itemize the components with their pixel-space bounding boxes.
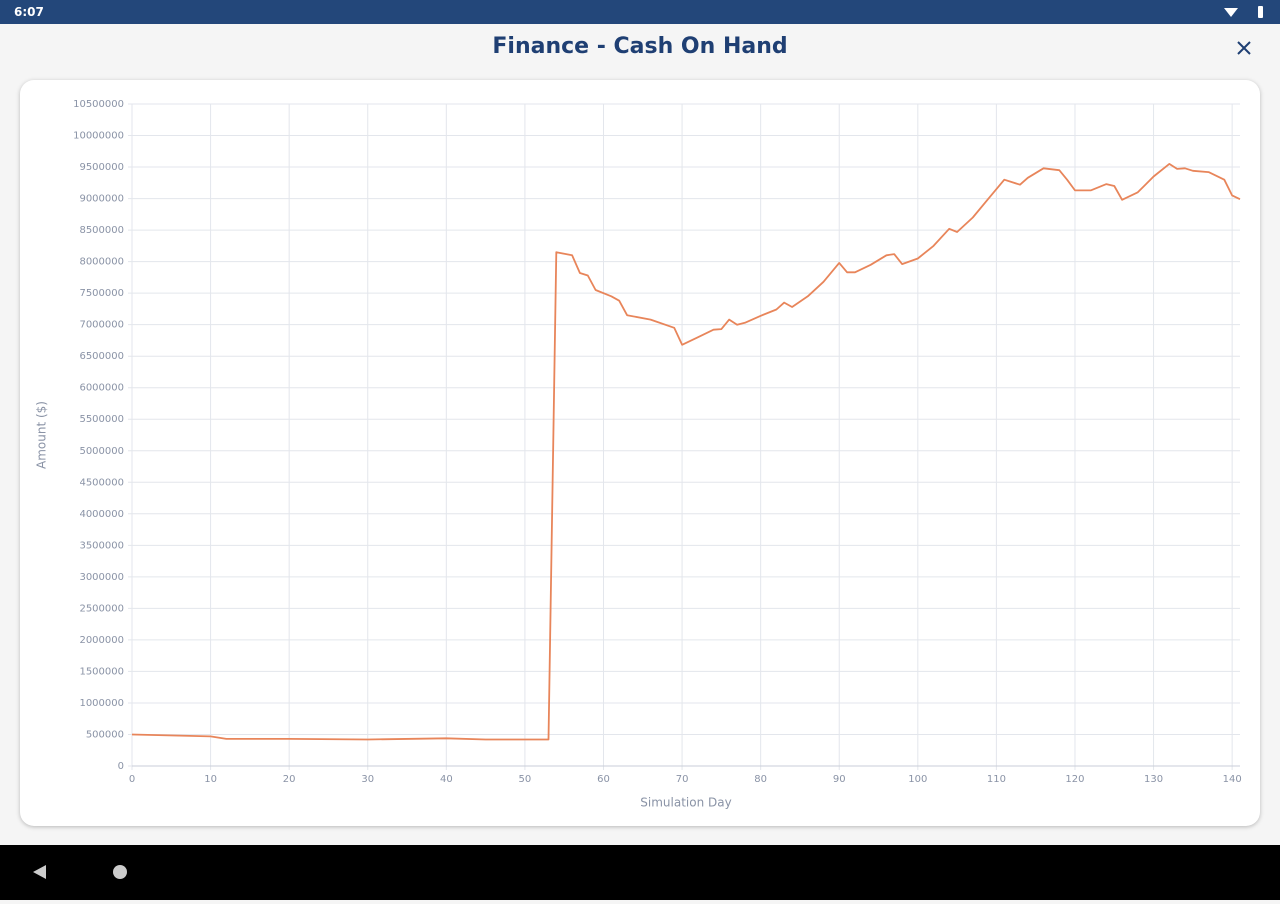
status-time: 6:07 bbox=[14, 5, 44, 19]
x-tick-label: 110 bbox=[987, 774, 1006, 785]
x-tick-label: 50 bbox=[519, 774, 532, 785]
y-tick-label: 0 bbox=[118, 761, 124, 772]
y-tick-label: 5000000 bbox=[79, 446, 124, 457]
x-tick-label: 90 bbox=[833, 774, 846, 785]
data-line bbox=[131, 163, 1241, 741]
y-tick-label: 500000 bbox=[86, 729, 124, 740]
y-tick-label: 6000000 bbox=[79, 383, 124, 394]
x-tick-label: 0 bbox=[129, 774, 135, 785]
navigation-bar bbox=[0, 845, 1280, 900]
nav-buttons bbox=[33, 865, 127, 879]
x-tick-label: 10 bbox=[204, 774, 217, 785]
y-tick-label: 6500000 bbox=[79, 351, 124, 362]
x-tick-label: 140 bbox=[1223, 774, 1242, 785]
page-title: Finance - Cash On Hand bbox=[492, 34, 788, 59]
y-tick-label: 3000000 bbox=[79, 572, 124, 583]
y-tick-label: 10000000 bbox=[73, 131, 124, 142]
y-tick-label: 1500000 bbox=[79, 666, 124, 677]
y-tick-label: 1000000 bbox=[79, 698, 124, 709]
y-tick-label: 3500000 bbox=[79, 540, 124, 551]
x-tick-label: 100 bbox=[908, 774, 927, 785]
y-tick-label: 7000000 bbox=[79, 320, 124, 331]
x-tick-label: 60 bbox=[597, 774, 610, 785]
x-tick-label: 30 bbox=[361, 774, 374, 785]
status-bar: 6:07 bbox=[0, 0, 1280, 24]
x-tick-label: 130 bbox=[1144, 774, 1163, 785]
status-icons bbox=[1224, 6, 1263, 18]
y-tick-label: 2500000 bbox=[79, 603, 124, 614]
x-tick-label: 40 bbox=[440, 774, 453, 785]
chart-card bbox=[20, 80, 1260, 826]
x-axis-title: Simulation Day bbox=[640, 796, 731, 810]
y-tick-label: 7500000 bbox=[79, 288, 124, 299]
y-tick-label: 8500000 bbox=[79, 225, 124, 236]
x-tick-label: 20 bbox=[283, 774, 296, 785]
y-tick-label: 9500000 bbox=[79, 162, 124, 173]
x-tick-label: 120 bbox=[1065, 774, 1084, 785]
close-button[interactable] bbox=[1234, 38, 1254, 58]
y-tick-label: 5500000 bbox=[79, 414, 124, 425]
home-button[interactable] bbox=[113, 865, 127, 879]
y-tick-label: 8000000 bbox=[79, 257, 124, 268]
y-tick-label: 9000000 bbox=[79, 194, 124, 205]
y-tick-label: 2000000 bbox=[79, 635, 124, 646]
back-button[interactable] bbox=[33, 865, 46, 879]
y-tick-label: 10500000 bbox=[73, 99, 124, 110]
x-tick-label: 80 bbox=[754, 774, 767, 785]
x-tick-label: 70 bbox=[676, 774, 689, 785]
y-tick-label: 4500000 bbox=[79, 477, 124, 488]
y-tick-label: 4000000 bbox=[79, 509, 124, 520]
y-axis-title: Amount ($) bbox=[35, 401, 49, 469]
